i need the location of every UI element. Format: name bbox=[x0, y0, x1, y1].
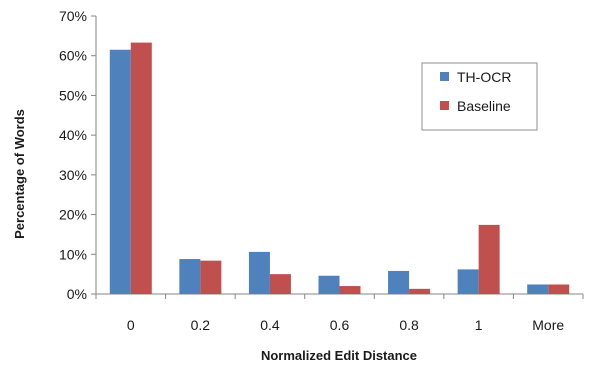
y-tick-label: 0% bbox=[67, 286, 87, 302]
bar-th-ocr-4 bbox=[388, 270, 410, 294]
bar-baseline-4 bbox=[409, 288, 431, 294]
bar-baseline-6 bbox=[548, 284, 570, 294]
legend: TH-OCR Baseline bbox=[421, 62, 538, 131]
legend-swatch-th-ocr bbox=[440, 72, 449, 81]
bar-th-ocr-2 bbox=[248, 251, 270, 294]
legend-label-baseline: Baseline bbox=[457, 98, 511, 114]
x-axis-title: Normalized Edit Distance bbox=[261, 348, 417, 363]
bar-baseline-0 bbox=[130, 42, 152, 295]
y-tick-label: 20% bbox=[59, 207, 87, 223]
y-tick-label: 70% bbox=[59, 8, 87, 24]
x-tick-label: 1 bbox=[475, 317, 483, 333]
y-tick-label: 60% bbox=[59, 48, 87, 64]
y-tick-label: 30% bbox=[59, 167, 87, 183]
x-tick-label: More bbox=[532, 317, 564, 333]
legend-swatch-baseline bbox=[440, 101, 449, 110]
x-axis: 0 0.2 0.4 0.6 0.8 1 More bbox=[95, 293, 584, 333]
bar-th-ocr-1 bbox=[179, 259, 201, 294]
x-tick-label: 0.2 bbox=[191, 317, 211, 333]
bar-th-ocr-0 bbox=[109, 49, 131, 294]
y-axis-title: Percentage of Words bbox=[12, 109, 27, 239]
y-tick-label: 50% bbox=[59, 87, 87, 103]
legend-label-th-ocr: TH-OCR bbox=[457, 69, 511, 85]
y-tick-label: 40% bbox=[59, 127, 87, 143]
bar-th-ocr-3 bbox=[318, 275, 340, 294]
bar-baseline-2 bbox=[269, 274, 291, 294]
bar-th-ocr-5 bbox=[457, 269, 479, 294]
y-axis: 0% 10% 20% 30% 40% 50% 60% 70% bbox=[59, 8, 97, 302]
x-tick-label: 0.6 bbox=[330, 317, 350, 333]
bar-baseline-5 bbox=[478, 224, 500, 294]
bar-baseline-1 bbox=[200, 260, 222, 294]
bar-th-ocr-6 bbox=[527, 284, 549, 294]
x-tick-label: 0.4 bbox=[260, 317, 280, 333]
y-tick-label: 10% bbox=[59, 246, 87, 262]
bar-baseline-3 bbox=[339, 286, 361, 294]
x-tick-label: 0 bbox=[127, 317, 135, 333]
x-tick-label: 0.8 bbox=[399, 317, 419, 333]
bars bbox=[109, 42, 570, 295]
